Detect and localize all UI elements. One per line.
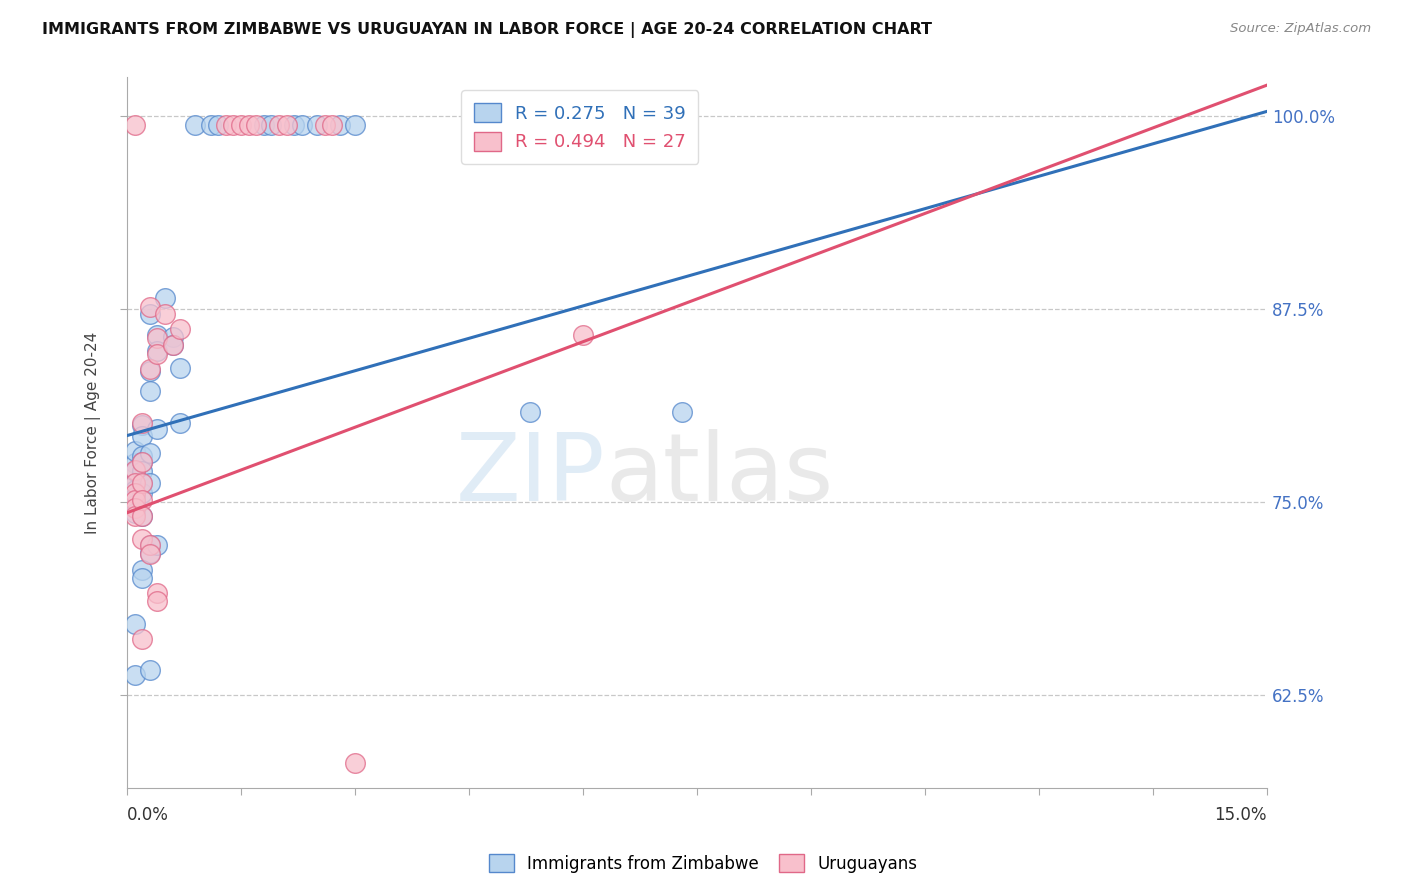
- Point: [519, 405, 541, 419]
- Point: [124, 498, 146, 512]
- Point: [146, 328, 169, 343]
- Legend: Immigrants from Zimbabwe, Uruguayans: Immigrants from Zimbabwe, Uruguayans: [482, 847, 924, 880]
- Point: [146, 538, 169, 552]
- Point: [124, 456, 146, 470]
- Point: [260, 118, 283, 132]
- Point: [124, 491, 146, 505]
- Point: [131, 508, 153, 523]
- Point: [131, 476, 153, 491]
- Point: [131, 449, 153, 463]
- Point: [124, 506, 146, 520]
- Point: [139, 301, 162, 315]
- Point: [139, 362, 162, 376]
- Point: [207, 118, 229, 132]
- Point: [162, 337, 184, 351]
- Point: [238, 118, 260, 132]
- Point: [139, 307, 162, 321]
- Point: [124, 493, 146, 508]
- Point: [124, 485, 146, 500]
- Point: [131, 508, 153, 523]
- Point: [124, 464, 146, 478]
- Point: [124, 668, 146, 682]
- Point: [131, 532, 153, 546]
- Point: [124, 444, 146, 458]
- Point: [139, 538, 162, 552]
- Legend: R = 0.275   N = 39, R = 0.494   N = 27: R = 0.275 N = 39, R = 0.494 N = 27: [461, 90, 699, 164]
- Point: [215, 118, 238, 132]
- Point: [139, 538, 162, 552]
- Point: [139, 364, 162, 378]
- Point: [139, 445, 162, 459]
- Point: [131, 416, 153, 430]
- Text: IMMIGRANTS FROM ZIMBABWE VS URUGUAYAN IN LABOR FORCE | AGE 20-24 CORRELATION CHA: IMMIGRANTS FROM ZIMBABWE VS URUGUAYAN IN…: [42, 22, 932, 38]
- Point: [124, 462, 146, 476]
- Point: [131, 476, 153, 491]
- Point: [267, 118, 290, 132]
- Point: [222, 118, 245, 132]
- Point: [162, 337, 184, 351]
- Point: [276, 118, 298, 132]
- Y-axis label: In Labor Force | Age 20-24: In Labor Force | Age 20-24: [86, 331, 101, 533]
- Point: [124, 501, 146, 516]
- Point: [131, 464, 153, 478]
- Point: [305, 118, 328, 132]
- Point: [139, 384, 162, 398]
- Point: [169, 416, 191, 430]
- Point: [146, 331, 169, 345]
- Point: [131, 428, 153, 442]
- Point: [139, 476, 162, 491]
- Point: [671, 405, 693, 419]
- Point: [131, 571, 153, 585]
- Text: ZIP: ZIP: [456, 429, 606, 521]
- Point: [572, 328, 595, 343]
- Point: [229, 118, 252, 132]
- Point: [184, 118, 207, 132]
- Point: [245, 118, 267, 132]
- Point: [146, 347, 169, 361]
- Text: atlas: atlas: [606, 429, 834, 521]
- Point: [124, 616, 146, 631]
- Point: [253, 118, 276, 132]
- Point: [131, 455, 153, 469]
- Point: [169, 322, 191, 336]
- Point: [200, 118, 222, 132]
- Point: [139, 548, 162, 562]
- Point: [131, 493, 153, 508]
- Point: [146, 422, 169, 436]
- Point: [343, 118, 366, 132]
- Point: [572, 118, 595, 132]
- Point: [343, 756, 366, 770]
- Point: [153, 291, 176, 305]
- Text: 0.0%: 0.0%: [127, 806, 169, 824]
- Point: [162, 330, 184, 344]
- Point: [146, 343, 169, 358]
- Point: [139, 663, 162, 677]
- Point: [131, 417, 153, 432]
- Point: [169, 360, 191, 375]
- Point: [329, 118, 352, 132]
- Text: Source: ZipAtlas.com: Source: ZipAtlas.com: [1230, 22, 1371, 36]
- Point: [314, 118, 336, 132]
- Point: [146, 594, 169, 608]
- Point: [321, 118, 343, 132]
- Point: [124, 118, 146, 132]
- Point: [124, 476, 146, 491]
- Point: [131, 632, 153, 647]
- Point: [124, 508, 146, 523]
- Point: [124, 483, 146, 497]
- Point: [139, 546, 162, 560]
- Point: [131, 485, 153, 500]
- Point: [124, 476, 146, 491]
- Point: [153, 307, 176, 321]
- Point: [283, 118, 305, 132]
- Point: [291, 118, 314, 132]
- Point: [131, 455, 153, 469]
- Text: 15.0%: 15.0%: [1215, 806, 1267, 824]
- Point: [131, 563, 153, 577]
- Point: [146, 586, 169, 600]
